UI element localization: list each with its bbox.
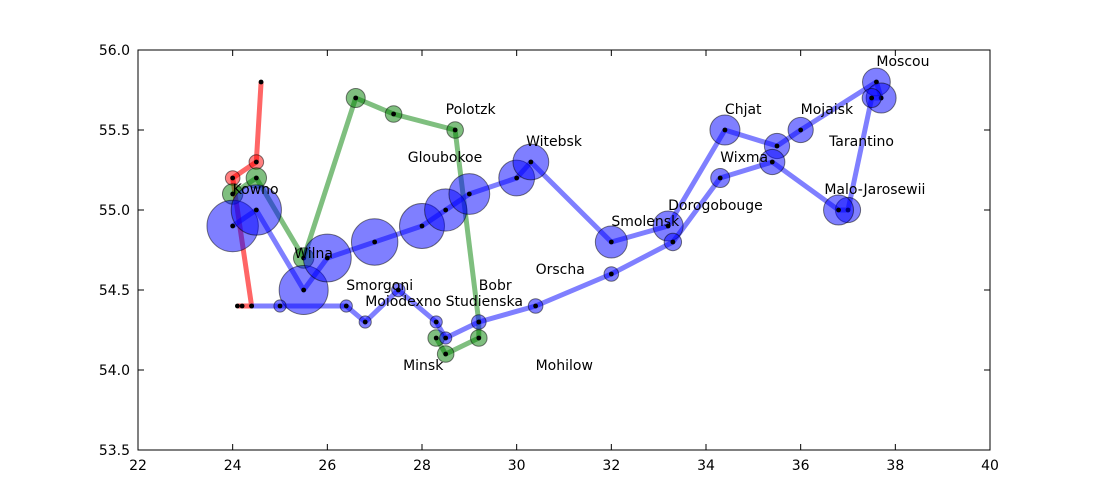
series-1-point-9-center (433, 335, 439, 341)
x-tick-label-2: 26 (318, 458, 336, 474)
series-2-point-5-center (419, 223, 425, 229)
y-tick-label-4: 55.5 (99, 123, 130, 139)
city-label-2: Smorgoni (346, 278, 413, 294)
city-label-7: Polotzk (446, 102, 497, 118)
series-1-point-4-center (391, 111, 396, 117)
series-2-point-26-center (443, 335, 449, 341)
series-layer (206, 67, 897, 363)
city-label-4: Gloubokoe (408, 150, 482, 166)
city-label-14: Wixma (720, 150, 768, 166)
city-label-15: Chjat (725, 102, 762, 118)
y-tick-label-5: 56.0 (99, 43, 130, 59)
series-2-point-4-center (372, 239, 378, 245)
series-2-point-20-center (769, 159, 775, 165)
city-label-9: Witebsk (526, 134, 583, 150)
city-label-11: Mohilow (536, 358, 593, 374)
series-2-point-32-center (249, 303, 255, 309)
series-2-point-22-center (670, 239, 676, 245)
series-2-point-10-center (608, 239, 614, 245)
y-tick-label-2: 54.5 (99, 283, 130, 299)
series-2-point-14-center (798, 127, 804, 133)
series-2-point-6-center (443, 207, 449, 213)
series-2-point-27-center (433, 319, 439, 325)
series-2-point-2-center (301, 287, 307, 293)
series-1-point-8-center (443, 351, 449, 357)
city-label-19: Moscou (876, 54, 929, 70)
series-2-point-3-center (324, 255, 330, 261)
series-2-point-21-center (717, 175, 723, 181)
city-label-0: Kowno (233, 182, 279, 198)
city-label-13: Dorogobouge (668, 198, 763, 214)
city-label-16: Mojaisk (801, 102, 854, 118)
x-tick-label-9: 40 (981, 458, 999, 474)
x-tick-label-5: 32 (602, 458, 620, 474)
series-2-point-17-center (869, 95, 875, 101)
x-tick-label-1: 24 (224, 458, 242, 474)
y-tick-label-1: 54.0 (99, 363, 130, 379)
series-0-point-2-center (230, 175, 236, 181)
x-tick-label-0: 22 (129, 458, 147, 474)
city-label-12: Smolensk (611, 214, 680, 230)
series-2-point-1-center (253, 207, 259, 213)
series-2-point-28-center (395, 287, 401, 293)
y-axis: 53.5 54.0 54.5 55.0 55.5 56.0 (99, 43, 990, 459)
x-tick-label-8: 38 (886, 458, 904, 474)
x-tick-label-4: 30 (508, 458, 526, 474)
series-2-point-23-center (608, 271, 614, 277)
series-2 (206, 67, 897, 345)
x-tick-label-7: 36 (792, 458, 810, 474)
series-2-point-8-center (514, 175, 520, 181)
city-label-17: Tarantino (828, 134, 894, 150)
x-tick-label-3: 28 (413, 458, 431, 474)
series-0-point-1-center (253, 159, 259, 165)
series-2-point-30-center (343, 303, 349, 309)
city-label-6: Studienska (446, 294, 523, 310)
plot-frame (137, 49, 991, 451)
series-1-point-7-center (476, 335, 482, 341)
city-label-3: Moiodexno (365, 294, 441, 310)
city-label-1: Wilna (294, 246, 333, 262)
city-label-8: Bobr (479, 278, 512, 294)
city-label-5: Minsk (403, 358, 444, 374)
series-2-point-24-center (533, 303, 538, 309)
series-2-point-25-center (476, 319, 482, 325)
series-2-point-13-center (774, 143, 780, 149)
y-tick-label-0: 53.5 (99, 443, 130, 459)
x-tick-label-6: 34 (697, 458, 715, 474)
series-2-point-31-center (277, 303, 283, 309)
series-2-point-7-center (466, 191, 472, 197)
series-1-point-3-center (353, 95, 359, 101)
series-0-point-0-center (258, 79, 264, 85)
series-1-point-0-center (230, 191, 236, 197)
city-label-18: Malo-Jarosewii (824, 182, 925, 198)
series-2-point-9-center (528, 159, 534, 165)
series-2-point-12-center (722, 127, 728, 133)
city-label-10: Orscha (536, 262, 585, 278)
x-axis: 22 24 26 28 30 32 34 36 38 40 (129, 50, 999, 474)
series-1-point-5-center (452, 127, 458, 133)
series-2-point-19-center (836, 207, 841, 213)
series-0-point-4-center (239, 303, 245, 309)
series-0-point-5-center (235, 303, 240, 309)
series-2-point-11-center (665, 223, 671, 229)
y-tick-label-3: 55.0 (99, 203, 130, 219)
series-2-point-29-center (362, 319, 368, 325)
series-1-point-1-center (253, 175, 259, 181)
series-2-point-0-center (230, 223, 236, 229)
